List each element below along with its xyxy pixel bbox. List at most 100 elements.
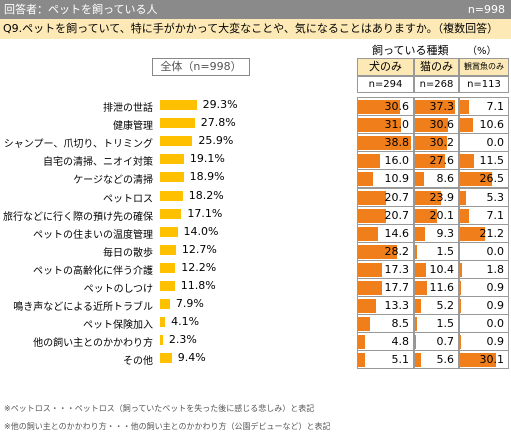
question-text: Q9.ペットを飼っていて、特に手がかかって大変なことや、気になることはありますか… xyxy=(3,22,499,35)
breakdown-value: 13.3 xyxy=(384,299,410,313)
breakdown-bar xyxy=(415,226,425,241)
breakdown-bar xyxy=(460,190,467,205)
series-header: 猫のみ xyxy=(414,58,459,76)
breakdown-value: 30.2 xyxy=(429,136,455,150)
breakdown-value: 9.3 xyxy=(436,226,455,240)
total-bar xyxy=(160,154,184,165)
total-bar xyxy=(160,299,170,310)
breakdown-bar xyxy=(460,118,473,133)
breakdown-bar xyxy=(358,208,387,223)
category-label: シャンプー、爪切り、トリミング xyxy=(3,139,153,151)
breakdown-cell: 10.4 xyxy=(414,259,459,279)
total-bar xyxy=(160,244,176,255)
breakdown-value: 20.1 xyxy=(429,208,455,222)
breakdown-cell: 30.2 xyxy=(414,133,459,153)
breakdown-bar xyxy=(460,353,497,368)
category-label: ペットの高齢化に伴う介護 xyxy=(33,265,153,277)
breakdown-cell: 31.0 xyxy=(357,115,414,135)
breakdown-cell: 9.3 xyxy=(414,223,459,243)
respondent-count: n=998 xyxy=(467,3,505,16)
breakdown-value: 4.8 xyxy=(391,335,410,349)
breakdown-title: 飼っている種類 xyxy=(372,44,449,57)
footnote-line: ※他の飼い主とのかかわり方・・・他の飼い主とのかかわり方（公園デビューなど）と表… xyxy=(4,422,331,431)
category-label: 旅行などに行く際の預け先の確保 xyxy=(3,211,153,223)
breakdown-value: 37.3 xyxy=(429,100,455,113)
breakdown-cell: 13.3 xyxy=(357,296,414,316)
breakdown-cell: 4.8 xyxy=(357,332,414,352)
breakdown-bar xyxy=(415,335,416,350)
breakdown-value: 16.0 xyxy=(384,154,410,168)
respondent-header: 回答者：ペットを飼っている人 n=998 xyxy=(0,0,511,19)
respondent-label: 回答者：ペットを飼っている人 xyxy=(4,3,158,16)
total-value-label: 19.1% xyxy=(189,152,225,166)
breakdown-value: 31.0 xyxy=(384,118,410,132)
total-value-label: 7.9% xyxy=(175,297,204,311)
breakdown-value: 1.8 xyxy=(486,262,505,276)
breakdown-cell: 23.9 xyxy=(414,187,459,207)
breakdown-value: 0.0 xyxy=(486,317,505,331)
breakdown-value: 0.9 xyxy=(486,335,505,349)
breakdown-cell: 30.6 xyxy=(414,115,459,135)
breakdown-value: 38.8 xyxy=(384,136,410,150)
breakdown-cell: 0.7 xyxy=(414,332,459,352)
category-label: その他 xyxy=(123,356,153,368)
breakdown-bar xyxy=(415,136,448,151)
total-value-label: 27.8% xyxy=(200,116,236,130)
category-label: ペットロス xyxy=(103,193,153,205)
breakdown-cell: 11.5 xyxy=(459,151,509,171)
breakdown-cell: 14.6 xyxy=(357,223,414,243)
total-bar xyxy=(160,190,183,201)
breakdown-cell: 16.0 xyxy=(357,151,414,171)
breakdown-cell: 26.5 xyxy=(459,169,509,189)
breakdown-value: 26.5 xyxy=(479,172,505,186)
total-bar xyxy=(160,136,193,147)
breakdown-value: 27.6 xyxy=(429,154,455,168)
breakdown-value: 1.5 xyxy=(436,244,455,258)
breakdown-bar xyxy=(460,226,486,241)
breakdown-bar xyxy=(415,244,417,259)
category-label: ペット保険加入 xyxy=(83,320,153,332)
breakdown-value: 30.1 xyxy=(479,353,505,367)
breakdown-cell: 5.2 xyxy=(414,296,459,316)
total-value-label: 4.1% xyxy=(171,315,200,329)
total-bar xyxy=(160,281,175,291)
breakdown-cell: 11.6 xyxy=(414,278,459,298)
breakdown-value: 0.9 xyxy=(486,299,505,313)
breakdown-bar xyxy=(358,100,401,115)
breakdown-value: 21.2 xyxy=(479,226,505,240)
breakdown-bar xyxy=(460,262,463,277)
total-value-label: 14.0% xyxy=(183,224,219,238)
breakdown-bar xyxy=(415,154,445,169)
breakdown-bar xyxy=(358,172,373,187)
breakdown-cell: 30.6 xyxy=(357,97,414,117)
breakdown-bar xyxy=(415,190,441,205)
breakdown-value: 0.0 xyxy=(486,136,505,150)
breakdown-bar xyxy=(415,100,456,115)
breakdown-bar xyxy=(358,335,365,350)
question-bar: Q9.ペットを飼っていて、特に手がかかって大変なことや、気になることはありますか… xyxy=(0,19,511,39)
breakdown-cell: 20.7 xyxy=(357,187,414,207)
breakdown-value: 8.6 xyxy=(436,172,455,186)
series-n: n=113 xyxy=(459,76,509,93)
breakdown-cell: 20.7 xyxy=(357,205,414,225)
total-bar xyxy=(160,317,166,328)
breakdown-value: 14.6 xyxy=(384,226,410,240)
breakdown-value: 17.7 xyxy=(384,281,410,294)
breakdown-bar xyxy=(358,353,365,368)
breakdown-bar xyxy=(415,353,422,368)
breakdown-value: 10.4 xyxy=(429,262,455,276)
breakdown-value: 0.0 xyxy=(486,244,505,258)
breakdown-value: 5.3 xyxy=(486,190,505,204)
category-label: 自宅の清掃、ニオイ対策 xyxy=(43,157,153,169)
breakdown-cell: 8.5 xyxy=(357,314,414,334)
breakdown-cell: 1.5 xyxy=(414,241,459,261)
breakdown-cell: 28.2 xyxy=(357,241,414,261)
breakdown-bar xyxy=(358,118,401,133)
breakdown-bar xyxy=(460,208,469,223)
total-label: 全体（n=998） xyxy=(152,58,250,76)
breakdown-cell: 0.9 xyxy=(459,278,509,298)
total-bar xyxy=(160,226,178,237)
breakdown-cell: 8.6 xyxy=(414,169,459,189)
category-label: 健康管理 xyxy=(113,121,153,133)
total-value-label: 17.1% xyxy=(187,206,223,220)
